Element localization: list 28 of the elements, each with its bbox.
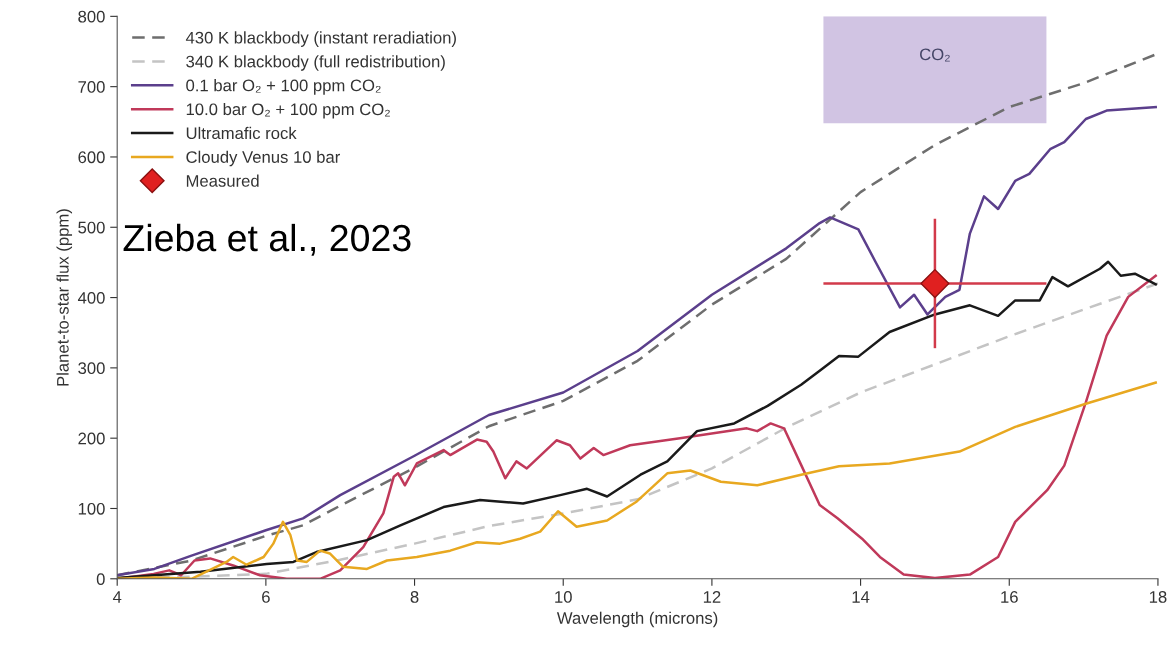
y-axis-title: Planet-to-star flux (ppm) <box>56 209 73 386</box>
legend-label: Ultramafic rock <box>186 126 297 140</box>
x-tick-label: 14 <box>852 591 870 603</box>
legend-label: Cloudy Venus 10 bar <box>186 150 340 167</box>
x-tick-label: 12 <box>703 591 721 603</box>
y-tick-label: 0 <box>96 573 105 585</box>
x-tick-label: 10 <box>555 591 572 603</box>
y-tick-label: 700 <box>78 81 105 93</box>
x-tick-label: 16 <box>1001 591 1018 603</box>
legend-label: Measured <box>186 174 259 187</box>
band-label: CO₂ <box>920 48 950 62</box>
annotation: Zieba et al., 2023 <box>123 223 411 256</box>
y-tick-label: 800 <box>78 10 105 23</box>
y-tick-label: 100 <box>78 502 105 515</box>
y-tick-label: 400 <box>77 291 105 304</box>
legend-label: 10.0 bar O₂ + 100 ppm CO₂ <box>186 102 390 119</box>
x-tick-label: 8 <box>410 591 419 603</box>
legend-label: 430 K blackbody (instant reradiation) <box>185 31 456 47</box>
y-tick-label: 600 <box>78 151 105 164</box>
x-tick-label: 6 <box>262 591 270 603</box>
y-tick-label: 200 <box>78 432 105 445</box>
legend-label: 340 K blackbody (full redistribution) <box>186 55 445 71</box>
x-tick-label: 18 <box>1149 591 1167 603</box>
legend-label: 0.1 bar O₂ + 100 ppm CO₂ <box>186 79 381 95</box>
x-tick-label: 4 <box>112 591 122 603</box>
y-tick-label: 300 <box>78 362 105 375</box>
x-axis-title: Wavelength (microns) <box>556 611 718 628</box>
y-tick-label: 500 <box>78 221 105 234</box>
